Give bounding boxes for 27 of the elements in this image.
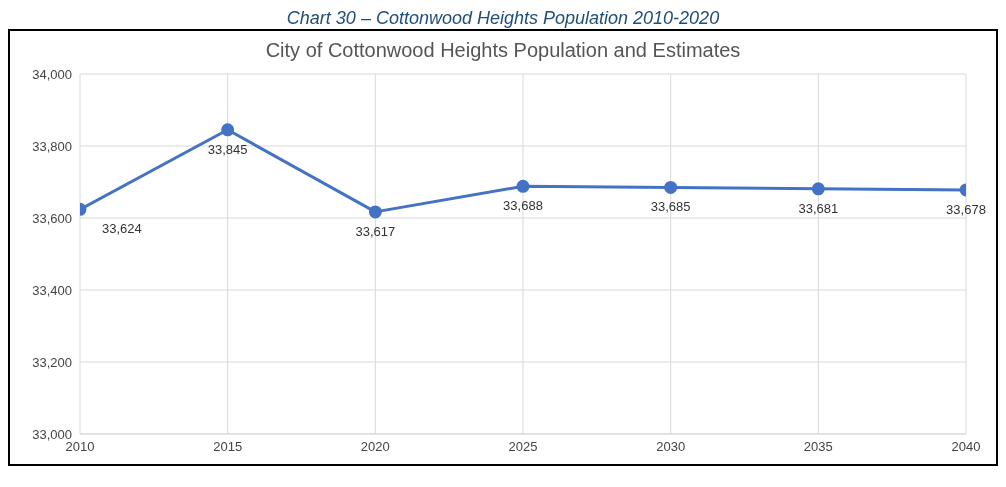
point — [664, 180, 678, 194]
chart-title: City of Cottonwood Heights Population and Estimates — [264, 39, 742, 62]
data-label: 33,685 — [650, 199, 691, 215]
data-label: 33,678 — [946, 201, 986, 217]
data-label: 33,845 — [207, 141, 248, 157]
x-tick-label: 2010 — [65, 439, 95, 455]
y-tick-label: 33,400 — [32, 282, 72, 298]
y-tick-label: 33,800 — [32, 138, 72, 154]
y-tick-label: 34,000 — [32, 66, 72, 82]
point — [516, 179, 530, 193]
data-label: 33,624 — [102, 221, 142, 237]
point — [811, 182, 825, 196]
y-tick-label: 33,000 — [32, 426, 72, 442]
data-label: 33,617 — [355, 223, 396, 239]
y-tick-label: 33,200 — [32, 354, 72, 370]
caption: Chart 30 – Cottonwood Heights Population 2010-2020 — [285, 8, 721, 29]
data-label: 33,688 — [503, 198, 543, 214]
point — [368, 205, 382, 219]
point — [221, 123, 235, 137]
x-tick-label: 2030 — [656, 439, 686, 455]
x-tick-label: 2020 — [360, 439, 390, 455]
data-label: 33,681 — [798, 200, 839, 216]
x-tick-label: 2035 — [803, 439, 833, 455]
x-tick-label: 2015 — [213, 439, 243, 455]
y-tick-label: 33,600 — [32, 210, 72, 226]
x-tick-label: 2025 — [508, 439, 538, 455]
x-tick-label: 2040 — [951, 439, 981, 455]
